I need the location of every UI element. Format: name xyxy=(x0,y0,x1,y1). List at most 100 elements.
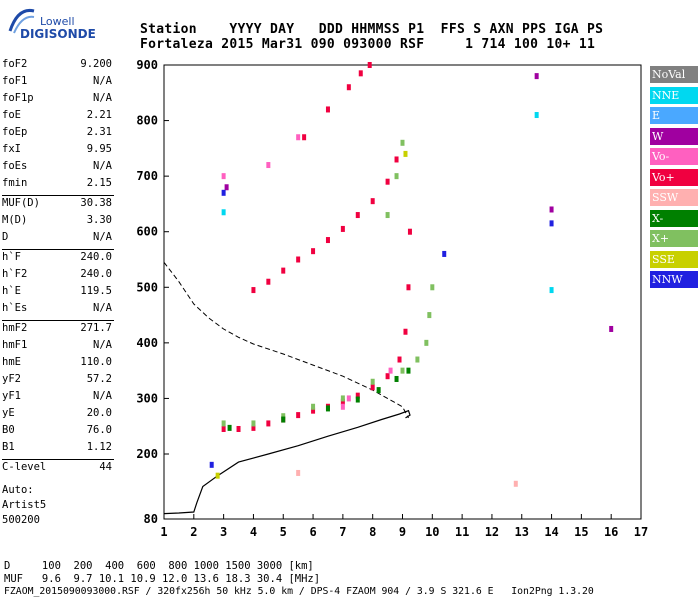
x-tick-label: 1 xyxy=(160,525,167,539)
param-name: foE xyxy=(2,109,21,121)
x-tick-label: 17 xyxy=(634,525,648,539)
echo-point-x xyxy=(430,284,435,291)
param-separator xyxy=(2,459,114,460)
param-name: fmin xyxy=(2,177,28,189)
legend-item-vo: Vo+ xyxy=(650,168,698,186)
echo-point-x xyxy=(424,339,429,346)
param-value: 3.30 xyxy=(86,214,112,226)
x-tick-label: 2 xyxy=(190,525,197,539)
param-separator xyxy=(2,249,114,250)
x-tick-label: 6 xyxy=(309,525,316,539)
x-tick-label: 10 xyxy=(425,525,439,539)
echo-point-vo xyxy=(266,420,271,427)
param-name: h`F xyxy=(2,251,21,263)
x-tick-label: 7 xyxy=(339,525,346,539)
param-row: foF2 9.200 xyxy=(2,58,112,75)
param-name: yF2 xyxy=(2,373,21,385)
param-row: h`Es N/A xyxy=(2,302,112,319)
echo-point-vo xyxy=(346,84,351,91)
x-tick-label: 4 xyxy=(250,525,257,539)
y-tick-label: 500 xyxy=(136,280,158,294)
echo-point-nne xyxy=(549,287,554,294)
echo-point-vo xyxy=(325,237,330,244)
header-row-values: Fortaleza 2015 Mar31 090 093000 RSF 1 71… xyxy=(140,37,596,52)
x-tick-label: 5 xyxy=(280,525,287,539)
legend-item-sse: SSE xyxy=(650,250,698,268)
echo-point-vo xyxy=(296,134,301,141)
params-panel: foF2 9.200 foF1 N/A foF1p N/A foE 2.21 foEp 2.31 f… xyxy=(2,58,114,538)
param-value: 30.38 xyxy=(80,197,112,209)
echo-point-vo xyxy=(355,212,360,219)
echo-point-vo xyxy=(221,425,226,432)
echo-point-nnw xyxy=(442,250,447,257)
echo-point-vo xyxy=(266,162,271,169)
param-name: h`E xyxy=(2,285,21,297)
echo-point-vo xyxy=(251,424,256,431)
echo-point-sse xyxy=(403,150,408,157)
param-row: C-level 44 xyxy=(2,461,112,478)
echo-point-x xyxy=(406,367,411,374)
param-value: 271.7 xyxy=(80,322,112,334)
param-value: 2.15 xyxy=(86,177,112,189)
x-tick-label: 12 xyxy=(485,525,499,539)
echo-point-vo xyxy=(311,407,316,414)
legend-item-x: X+ xyxy=(650,230,698,247)
param-row: yF2 57.2 xyxy=(2,373,112,390)
x-tick-label: 8 xyxy=(369,525,376,539)
echo-point-x xyxy=(325,405,330,412)
logo-digisonde: DIGISONDE xyxy=(20,27,96,41)
echo-point-vo xyxy=(236,425,241,432)
echo-point-vo xyxy=(281,267,286,274)
echo-point-vo xyxy=(340,398,345,405)
digisonde-logo: Lowell DIGISONDE xyxy=(8,5,96,41)
echo-point-vo xyxy=(355,392,360,399)
virtual-height-profile-dashed xyxy=(163,261,409,419)
echo-point-nnw xyxy=(549,220,554,227)
legend-item-vo: Vo- xyxy=(650,148,698,165)
echo-point-x xyxy=(400,139,405,146)
true-height-profile xyxy=(163,409,411,515)
param-row: foEp 2.31 xyxy=(2,126,112,143)
echo-point-x xyxy=(251,420,256,427)
param-row: hmF1 N/A xyxy=(2,339,112,356)
param-row: yF1 N/A xyxy=(2,390,112,407)
param-name: hmF1 xyxy=(2,339,28,351)
param-name: C-level xyxy=(2,461,47,473)
echo-point-vo xyxy=(358,70,363,77)
auto-code: 500200 xyxy=(2,514,40,526)
legend-item-nne: NNE xyxy=(650,86,698,104)
param-row: foE 2.21 xyxy=(2,109,112,126)
param-row: D N/A xyxy=(2,231,112,248)
param-name: B0 xyxy=(2,424,15,436)
echo-point-vo xyxy=(266,278,271,285)
param-row: h`E 119.5 xyxy=(2,285,112,302)
param-row: h`F 240.0 xyxy=(2,251,112,268)
echo-point-vo xyxy=(385,373,390,380)
param-value: 20.0 xyxy=(86,407,112,419)
echo-point-vo xyxy=(346,395,351,402)
param-name: hmE xyxy=(2,356,21,368)
x-tick-label: 11 xyxy=(455,525,469,539)
echo-point-vo xyxy=(325,106,330,113)
echo-point-x xyxy=(311,403,316,410)
echo-point-x xyxy=(355,396,360,403)
echo-point-vo xyxy=(367,62,372,68)
echo-point-x xyxy=(281,416,286,423)
x-tick-label: 16 xyxy=(604,525,618,539)
y-tick-label: 300 xyxy=(136,391,158,405)
echo-point-vo xyxy=(370,198,375,205)
echo-point-vo xyxy=(394,156,399,163)
param-value: 240.0 xyxy=(80,251,112,263)
param-name: yF1 xyxy=(2,390,21,402)
x-tick-label: 13 xyxy=(515,525,529,539)
echo-point-vo xyxy=(221,173,226,180)
param-name: h`F2 xyxy=(2,268,28,280)
param-row: foEs N/A xyxy=(2,160,112,177)
echo-point-x xyxy=(400,367,405,374)
footer-muf-row: MUF 9.6 9.7 10.1 10.9 12.0 13.6 18.3 30.… xyxy=(4,573,321,585)
y-tick-label: 700 xyxy=(136,169,158,183)
auto-label: Auto: xyxy=(2,484,34,496)
echo-point-vo xyxy=(370,384,375,391)
param-separator xyxy=(2,195,114,196)
